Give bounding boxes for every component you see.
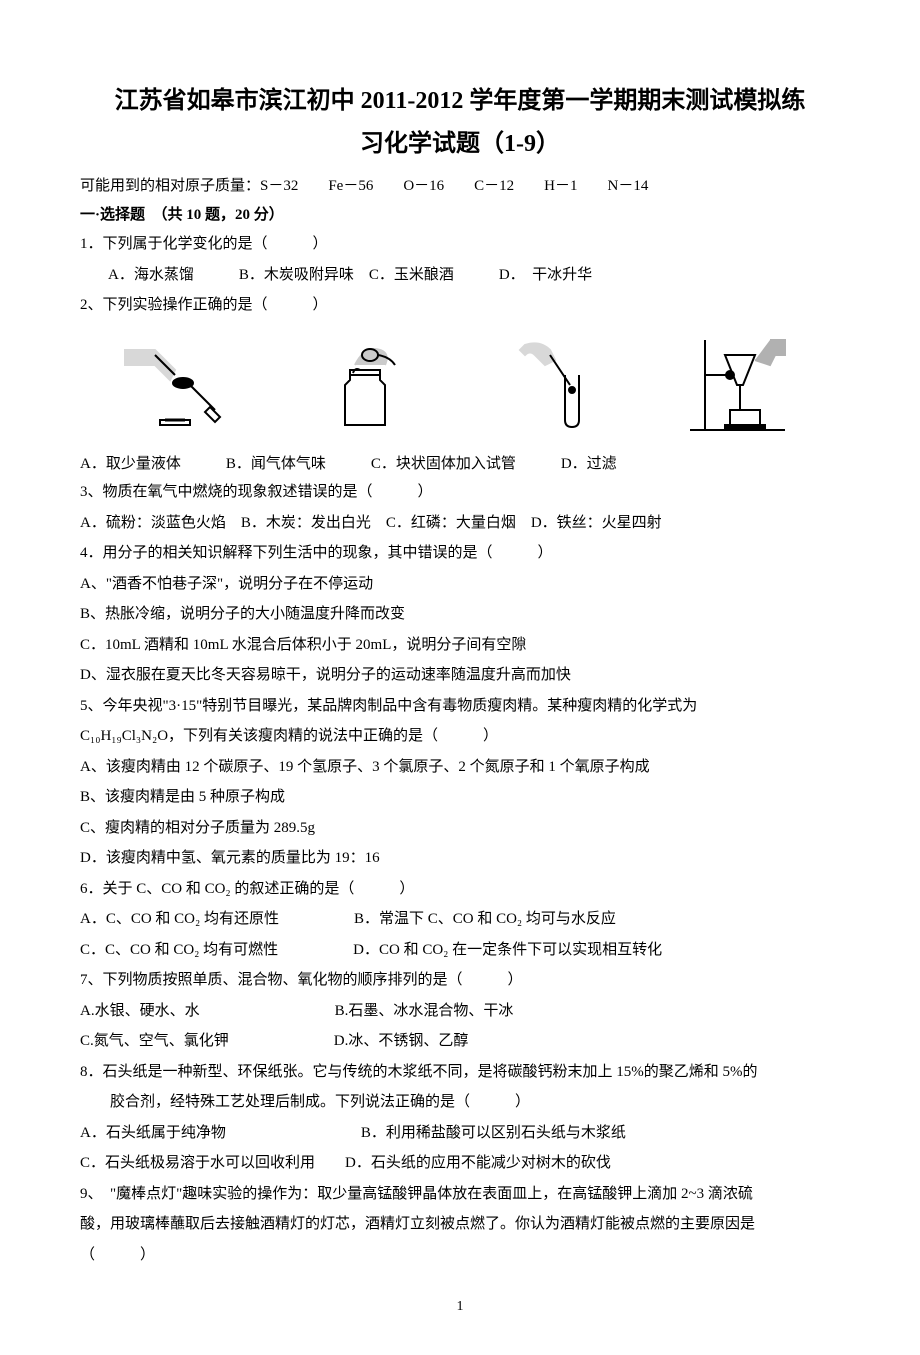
title-line1: 江苏省如皋市滨江初中 2011-2012 学年度第一学期期末测试模拟练 — [80, 80, 840, 115]
question-6-ab: A．C、CO 和 CO₂ 均有还原性 B．常温下 C、CO 和 CO₂ 均可与水… — [80, 905, 840, 934]
question-4-b: B、热胀冷缩，说明分子的大小随温度升降而改变 — [80, 600, 840, 629]
question-4: 4．用分子的相关知识解释下列生活中的现象，其中错误的是（ ） — [80, 539, 840, 568]
question-7: 7、下列物质按照单质、混合物、氧化物的顺序排列的是（ ） — [80, 966, 840, 995]
question-1: 1．下列属于化学变化的是（ ） — [80, 230, 840, 259]
question-5-a: A、该瘦肉精由 12 个碳原子、19 个氢原子、3 个氯原子、2 个氮原子和 1… — [80, 753, 840, 782]
title-line2: 习化学试题（1-9） — [80, 123, 840, 158]
question-2-images — [80, 330, 840, 440]
question-9-line2: 酸，用玻璃棒蘸取后去接触酒精灯的灯芯，酒精灯立刻被点燃了。你认为酒精灯能被点燃的… — [80, 1210, 840, 1239]
question-8-line2: 胶合剂，经特殊工艺处理后制成。下列说法正确的是（ ） — [80, 1088, 840, 1117]
question-5-c: C、瘦肉精的相对分子质量为 289.5g — [80, 814, 840, 843]
question-5-line1: 5、今年央视"3·15"特别节目曝光，某品牌肉制品中含有毒物质瘦肉精。某种瘦肉精… — [80, 692, 840, 721]
question-3-options: A．硫粉：淡蓝色火焰 B．木炭：发出白光 C．红磷：大量白烟 D．铁丝：火星四射 — [80, 509, 840, 538]
question-4-a: A、"酒香不怕巷子深"，说明分子在不停运动 — [80, 570, 840, 599]
question-1-options: A．海水蒸馏 B．木炭吸附异味 C．玉米酿酒 D． 干冰升华 — [80, 261, 840, 290]
question-3: 3、物质在氧气中燃烧的现象叙述错误的是（ ） — [80, 478, 840, 507]
question-6-cd: C．C、CO 和 CO₂ 均有可燃性 D．CO 和 CO₂ 在一定条件下可以实现… — [80, 936, 840, 965]
question-5-d: D．该瘦肉精中氢、氧元素的质量比为 19：16 — [80, 844, 840, 873]
question-6: 6．关于 C、CO 和 CO₂ 的叙述正确的是（ ） — [80, 875, 840, 904]
question-2-options: A．取少量液体 B．闻气体气味 C．块状固体加入试管 D．过滤 — [80, 450, 840, 479]
image-d-filter — [675, 335, 815, 435]
question-7-ab: A.水银、硬水、水 B.石墨、冰水混合物、干冰 — [80, 997, 840, 1026]
question-5-line2: C₁₀H₁₉Cl₃N₂O，下列有关该瘦肉精的说法中正确的是（ ） — [80, 722, 840, 751]
question-8-ab: A．石头纸属于纯净物 B．利用稀盐酸可以区别石头纸与木浆纸 — [80, 1119, 840, 1148]
question-5-b: B、该瘦肉精是由 5 种原子构成 — [80, 783, 840, 812]
image-a-dropper — [105, 335, 245, 435]
question-7-cd: C.氮气、空气、氯化钾 D.冰、不锈钢、乙醇 — [80, 1027, 840, 1056]
page-number: 1 — [80, 1299, 840, 1315]
question-2: 2、下列实验操作正确的是（ ） — [80, 291, 840, 320]
question-4-c: C．10mL 酒精和 10mL 水混合后体积小于 20mL，说明分子间有空隙 — [80, 631, 840, 660]
image-c-solid-tube — [485, 335, 625, 435]
question-8-cd: C．石头纸极易溶于水可以回收利用 D．石头纸的应用不能减少对树木的砍伐 — [80, 1149, 840, 1178]
question-9-line1: 9、 "魔棒点灯"趣味实验的操作为：取少量高锰酸钾晶体放在表面皿上，在高锰酸钾上… — [80, 1180, 840, 1209]
atomic-mass-info: 可能用到的相对原子质量：S－32 Fe－56 O－16 C－12 H－1 N－1… — [80, 174, 840, 195]
question-9-line3: （ ） — [80, 1241, 840, 1270]
image-b-smell — [295, 335, 435, 435]
question-4-d: D、湿衣服在夏天比冬天容易晾干，说明分子的运动速率随温度升高而加快 — [80, 661, 840, 690]
question-8-line1: 8．石头纸是一种新型、环保纸张。它与传统的木浆纸不同，是将碳酸钙粉末加上 15%… — [80, 1058, 840, 1087]
section-header: 一·选择题 （共 10 题，20 分） — [80, 203, 840, 224]
